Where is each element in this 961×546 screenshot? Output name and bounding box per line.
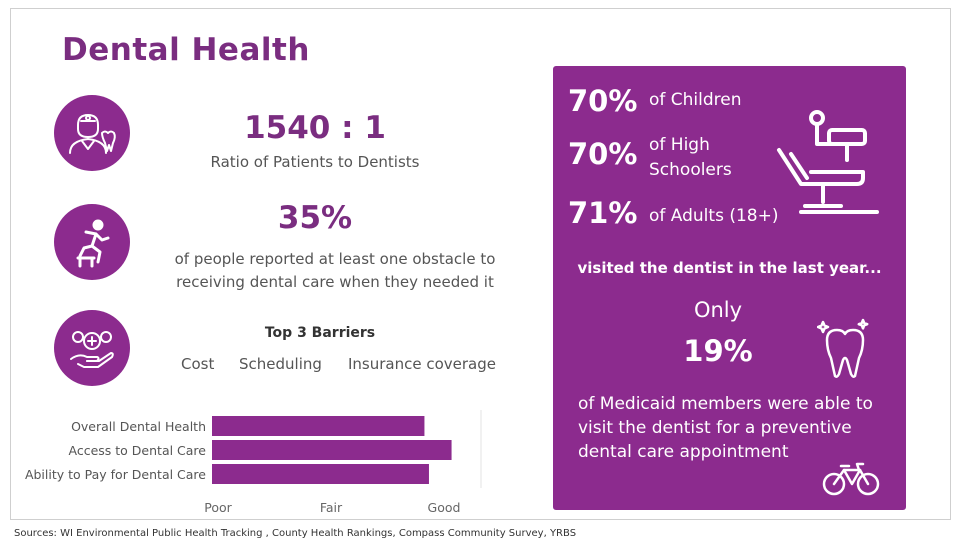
- barrier-cost: Cost: [181, 355, 215, 373]
- medicaid-line1: of Medicaid members were able to: [578, 394, 873, 414]
- bar-1: [212, 440, 452, 460]
- x-tick-label-0: Poor: [204, 500, 232, 515]
- highschool-label-line1: of High: [649, 135, 710, 155]
- barrier-scheduling: Scheduling: [239, 355, 322, 373]
- money-hand-icon: [70, 331, 114, 368]
- dental-chair-icon: [777, 110, 879, 214]
- x-tick-label-2: Good: [428, 500, 461, 515]
- obstacle-label-line1: of people reported at least one obstacle…: [174, 250, 496, 268]
- visits-panel: 70% of Children 70% of High Schoolers 71…: [553, 66, 906, 510]
- bar-2: [212, 464, 429, 484]
- only-label: Only: [693, 298, 743, 322]
- category-label-2: Ability to Pay for Dental Care: [25, 467, 206, 482]
- ratio-value: 1540 : 1: [244, 110, 386, 146]
- dentist-icon: [69, 114, 116, 154]
- category-label-1: Access to Dental Care: [69, 443, 207, 458]
- visited-caption: visited the dentist in the last year...: [577, 259, 882, 277]
- sources-footnote: Sources: WI Environmental Public Health …: [14, 528, 577, 539]
- children-pct: 70%: [568, 84, 638, 118]
- bicycle-icon: [822, 462, 880, 496]
- barriers-title: Top 3 Barriers: [264, 325, 376, 341]
- medicaid-pct: 19%: [683, 334, 753, 368]
- x-tick-label-1: Fair: [320, 500, 343, 515]
- adults-label: of Adults (18+): [649, 206, 779, 226]
- dentist-icon-circle: [54, 95, 130, 171]
- bar-0: [212, 416, 425, 436]
- dental-rating-chart: Overall Dental Health Access to Dental Ca…: [25, 410, 482, 515]
- runner-icon-circle: [54, 204, 130, 280]
- money-icon-circle: [54, 310, 130, 386]
- category-label-0: Overall Dental Health: [71, 419, 206, 434]
- ratio-label: Ratio of Patients to Dentists: [210, 153, 420, 171]
- medicaid-line3: dental care appointment: [578, 442, 789, 462]
- page-title: Dental Health: [62, 32, 310, 68]
- highschool-label-line2: Schoolers: [649, 160, 732, 180]
- sparkling-tooth-icon: [817, 318, 869, 378]
- barrier-insurance: Insurance coverage: [348, 355, 497, 373]
- highschool-pct: 70%: [568, 137, 638, 171]
- adults-pct: 71%: [568, 196, 638, 230]
- hurdle-runner-icon: [76, 219, 110, 268]
- children-label: of Children: [649, 90, 742, 110]
- medicaid-line2: visit the dentist for a preventive: [578, 418, 852, 438]
- obstacle-label-line2: receiving dental care when they needed i…: [176, 273, 494, 291]
- obstacle-value: 35%: [277, 200, 353, 236]
